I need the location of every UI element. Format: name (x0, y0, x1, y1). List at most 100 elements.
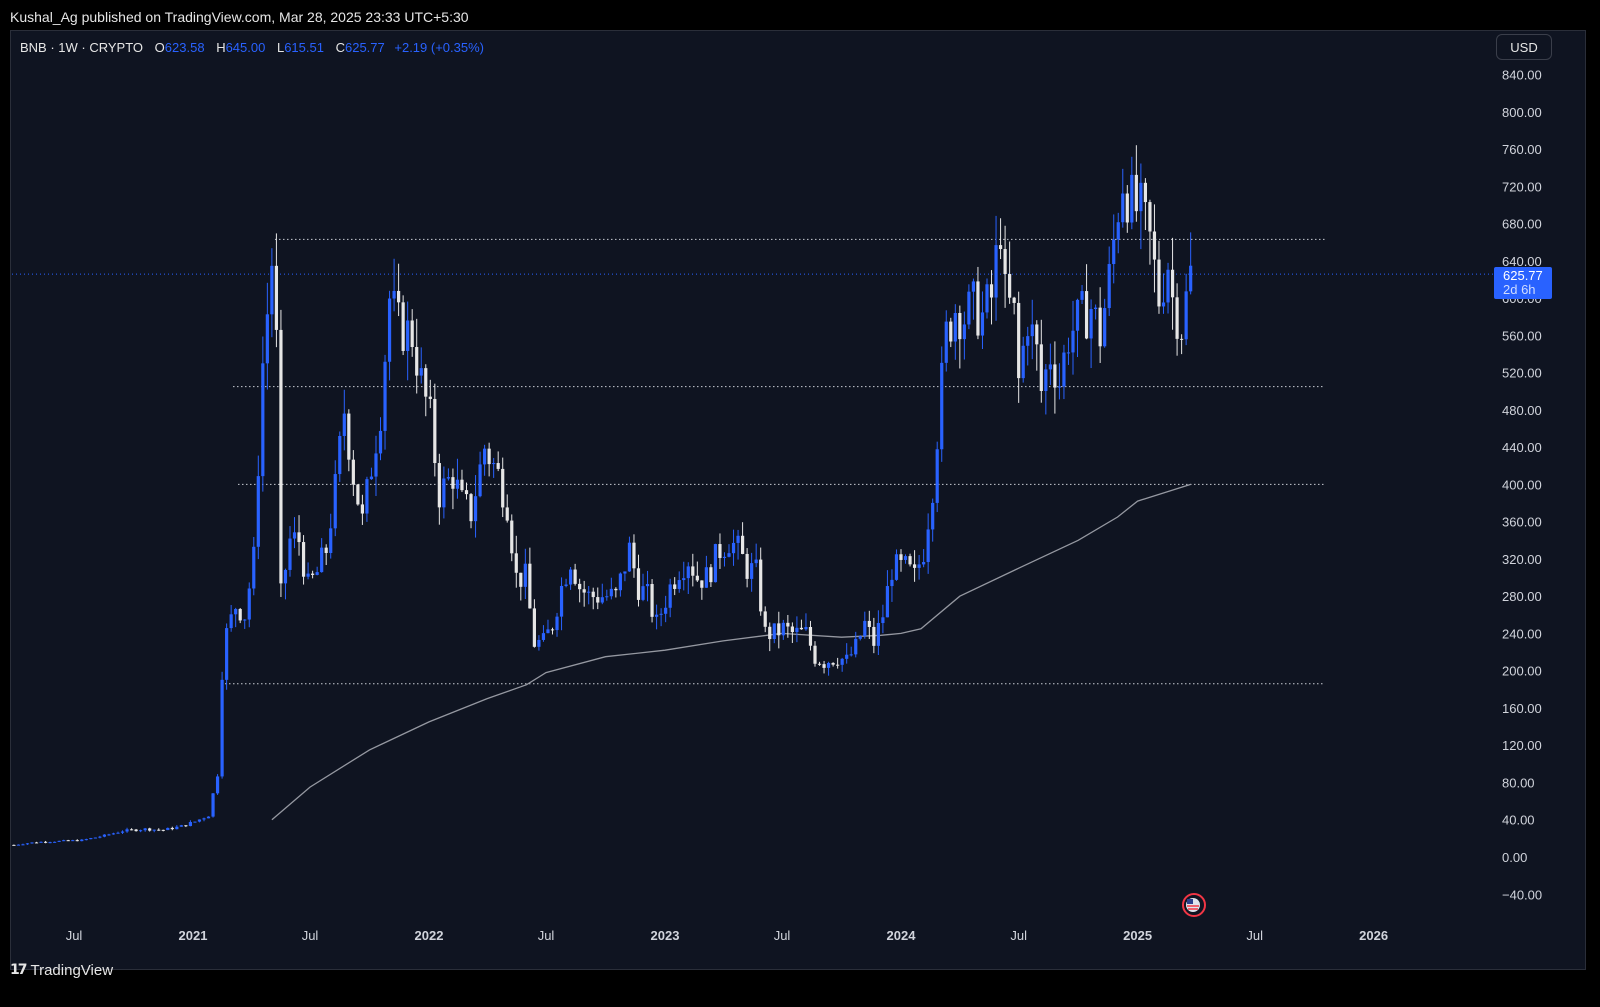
candle (718, 533, 722, 569)
candle (510, 514, 514, 562)
candle (845, 643, 849, 664)
y-tick-label: 640.00 (1502, 254, 1542, 269)
low-value: 615.51 (284, 40, 324, 55)
footer-bar (0, 970, 1600, 1007)
candle (817, 661, 822, 666)
candle (120, 830, 125, 834)
candle (410, 309, 414, 357)
candle (84, 838, 88, 841)
candle (1134, 145, 1138, 222)
candle (885, 570, 890, 618)
candle (736, 529, 740, 560)
candle (958, 305, 962, 369)
price-chart[interactable]: 840.00800.00760.00720.00680.00640.00600.… (0, 0, 1600, 970)
candle (1053, 341, 1057, 414)
candle (356, 483, 360, 506)
y-tick-label: 520.00 (1502, 366, 1542, 381)
candle (587, 585, 591, 605)
candle (836, 657, 840, 669)
candle (229, 604, 233, 632)
candle (641, 573, 645, 602)
candle (813, 641, 817, 667)
candle (369, 467, 374, 480)
y-tick-label: 840.00 (1502, 68, 1542, 83)
candle (460, 469, 464, 493)
open-value: 623.58 (164, 40, 205, 55)
candle (867, 610, 871, 640)
candle (1012, 296, 1016, 315)
y-tick-label: 280.00 (1502, 589, 1542, 604)
us-flag-event-icon[interactable] (1182, 893, 1206, 917)
candle (1080, 285, 1084, 305)
candle (283, 568, 288, 600)
candle (953, 304, 957, 360)
x-tick-label: 2026 (1359, 928, 1388, 943)
candle (840, 657, 844, 672)
candle (333, 460, 337, 537)
candle (1075, 298, 1080, 358)
candle (12, 844, 16, 846)
candle (822, 660, 826, 674)
candle (265, 282, 269, 390)
candle (967, 284, 971, 330)
candle (75, 839, 79, 842)
candle (66, 839, 70, 842)
candle (1170, 237, 1175, 330)
candle (446, 468, 450, 481)
y-tick-label: 160.00 (1502, 701, 1542, 716)
candle (392, 258, 396, 312)
candle (826, 661, 831, 676)
candle (614, 587, 618, 598)
candle (406, 301, 410, 381)
tradingview-logo[interactable]: 17 TradingView (10, 960, 113, 980)
candle (695, 561, 699, 582)
candle (908, 553, 912, 567)
y-tick-label: 400.00 (1502, 477, 1542, 492)
candle (365, 476, 369, 522)
candle (1039, 319, 1043, 403)
candle (102, 834, 107, 838)
candle (342, 389, 346, 451)
candle (569, 566, 573, 590)
candle (1089, 299, 1093, 369)
candle (401, 295, 405, 356)
candle (492, 457, 496, 478)
candle (329, 513, 333, 559)
candle (478, 451, 482, 498)
candle (274, 233, 279, 348)
candle (1003, 225, 1007, 308)
candle (483, 444, 487, 476)
close-label: C (335, 40, 345, 55)
candle (940, 346, 944, 462)
candle (297, 515, 301, 556)
y-tick-label: 120.00 (1502, 738, 1542, 753)
candle (917, 554, 921, 580)
candle (550, 627, 555, 635)
candle (858, 635, 862, 641)
candle (863, 611, 867, 639)
candle (790, 622, 794, 643)
candle (903, 554, 908, 564)
time-axis[interactable]: Jul 2021 Jul 2022 Jul 2023 Jul 2024 Jul 2025 Jul 20… (66, 928, 1388, 943)
candle (351, 450, 355, 496)
chart-frame[interactable] (10, 30, 1586, 970)
candle (1030, 299, 1034, 360)
candle (1125, 185, 1129, 233)
candle (433, 383, 437, 477)
candle (799, 619, 804, 630)
y-tick-label: 80.00 (1502, 775, 1535, 790)
candle (437, 453, 441, 525)
y-tick-label: 200.00 (1502, 664, 1542, 679)
candle (750, 552, 754, 592)
last-price-tag: 625.77 2d 6h (1494, 267, 1552, 299)
candle (383, 354, 387, 450)
symbol-legend[interactable]: BNB · 1W · CRYPTO O623.58 H645.00 L615.5… (20, 40, 484, 55)
candle (469, 492, 473, 529)
change-value: +2.19 (+0.35%) (394, 40, 484, 55)
currency-button[interactable]: USD (1496, 34, 1552, 60)
price-tag-bg (1494, 267, 1552, 299)
candle (496, 451, 500, 472)
candle (1180, 334, 1184, 355)
x-tick-label: Jul (774, 928, 791, 943)
price-axis[interactable]: 840.00800.00760.00720.00680.00640.00600.… (1502, 68, 1542, 903)
